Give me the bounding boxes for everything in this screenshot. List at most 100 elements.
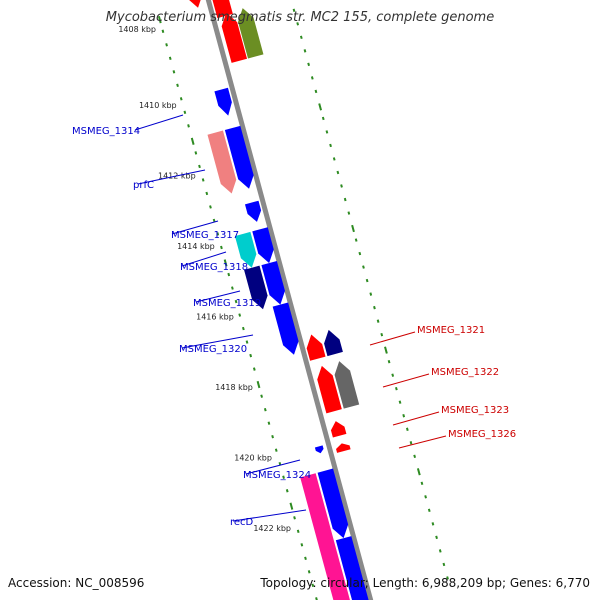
tick-mark (245, 340, 249, 344)
forward-gene-label: MSMEG_1314 (72, 126, 140, 137)
tick-mark (340, 184, 343, 188)
gene-arrow (244, 200, 262, 222)
forward-leader-line (232, 509, 307, 522)
tick-mark (314, 89, 318, 94)
accession-text: Accession: NC_008596 (8, 576, 145, 590)
kbp-label: 1416 kbp (196, 313, 234, 322)
kbp-label: 1422 kbp (253, 524, 291, 533)
forward-leader-line (195, 290, 241, 303)
tick-mark (398, 400, 402, 404)
map-title: Mycobacterium smegmatis str. MC2 155, co… (105, 10, 495, 25)
tick-mark (296, 529, 300, 534)
tick-mark (362, 265, 365, 269)
tick-mark (387, 359, 391, 364)
gene-arrow (336, 443, 351, 453)
tick-mark (303, 49, 307, 53)
tick-mark (289, 502, 294, 510)
gene-arrow (238, 8, 264, 59)
tick-mark (321, 116, 325, 121)
tick-mark (234, 299, 238, 304)
gene-arrow (214, 87, 232, 116)
reverse-gene-label: MSMEG_1326 (448, 429, 516, 440)
tick-mark (365, 278, 369, 283)
tick-mark (438, 549, 442, 553)
tick-mark (220, 245, 223, 250)
tick-mark (351, 224, 355, 233)
tick-mark (376, 319, 380, 323)
tick-mark (329, 143, 332, 148)
kbp-label: 1408 kbp (118, 25, 156, 34)
tick-mark (307, 570, 311, 574)
reverse-gene-label: MSMEG_1321 (417, 325, 485, 336)
tick-mark (373, 305, 376, 310)
gene-arrow (335, 536, 369, 600)
gene-features (189, 0, 369, 600)
forward-gene-label: MSMEG_1317 (171, 230, 239, 241)
gene-arrow (334, 361, 360, 409)
forward-leader-line (181, 334, 254, 349)
tick-mark (310, 76, 314, 80)
tick-mark (209, 205, 212, 209)
tick-mark (343, 197, 347, 202)
forward-gene-label: MSMEG_1324 (243, 470, 311, 481)
tick-mark (238, 313, 242, 317)
tick-mark (391, 373, 395, 377)
gene-arrow (330, 421, 347, 438)
tick-mark (336, 170, 340, 175)
tick-mark (201, 178, 205, 182)
tick-mark (304, 556, 307, 561)
gene-arrow (300, 473, 350, 600)
tick-mark (307, 62, 310, 67)
gene-arrow (272, 302, 299, 355)
tick-mark (231, 286, 234, 290)
tick-mark (420, 481, 424, 486)
gene-arrow (212, 0, 233, 19)
tick-mark (293, 516, 296, 520)
tick-mark (260, 394, 263, 398)
tick-mark (446, 576, 449, 580)
tick-mark (216, 232, 220, 236)
gene-arrow (317, 468, 349, 539)
tick-mark (256, 380, 261, 389)
tick-mark (172, 70, 176, 74)
tick-mark (347, 211, 351, 215)
tick-mark (223, 259, 228, 267)
tick-mark (299, 35, 303, 40)
tick-mark (271, 434, 274, 439)
tick-mark (442, 562, 446, 567)
tick-mark (285, 489, 289, 493)
kbp-label: 1420 kbp (234, 453, 272, 462)
tick-mark (282, 475, 285, 479)
gene-arrow (324, 329, 343, 357)
tick-mark (263, 407, 267, 412)
tick-mark (212, 218, 216, 223)
tick-mark (157, 16, 162, 24)
tick-mark (292, 8, 296, 13)
genome-backbone (205, 0, 374, 600)
reverse-gene-label: MSMEG_1323 (441, 405, 509, 416)
tick-mark (354, 238, 358, 242)
tick-mark (190, 137, 195, 145)
forward-leader-line (181, 251, 227, 267)
tick-mark (384, 346, 388, 354)
reverse-leader-line (369, 331, 416, 346)
tick-mark (168, 56, 172, 61)
tick-mark (311, 583, 315, 588)
tick-mark (176, 83, 179, 88)
gene-arrow (314, 445, 324, 454)
tick-mark (179, 97, 183, 101)
forward-gene-label: MSMEG_1320 (179, 344, 247, 355)
gene-arrow (189, 0, 201, 8)
tick-mark (380, 332, 384, 337)
tick-mark (249, 353, 253, 358)
gene-arrow (207, 130, 237, 194)
tick-mark (187, 124, 190, 128)
gene-arrow (234, 231, 257, 268)
gene-arrow (261, 260, 285, 305)
tick-mark (318, 103, 323, 111)
reverse-leader-line (398, 435, 447, 449)
tick-mark (242, 326, 245, 331)
forward-gene-label: MSMEG_1318 (180, 262, 248, 273)
gene-arrow (252, 227, 274, 264)
